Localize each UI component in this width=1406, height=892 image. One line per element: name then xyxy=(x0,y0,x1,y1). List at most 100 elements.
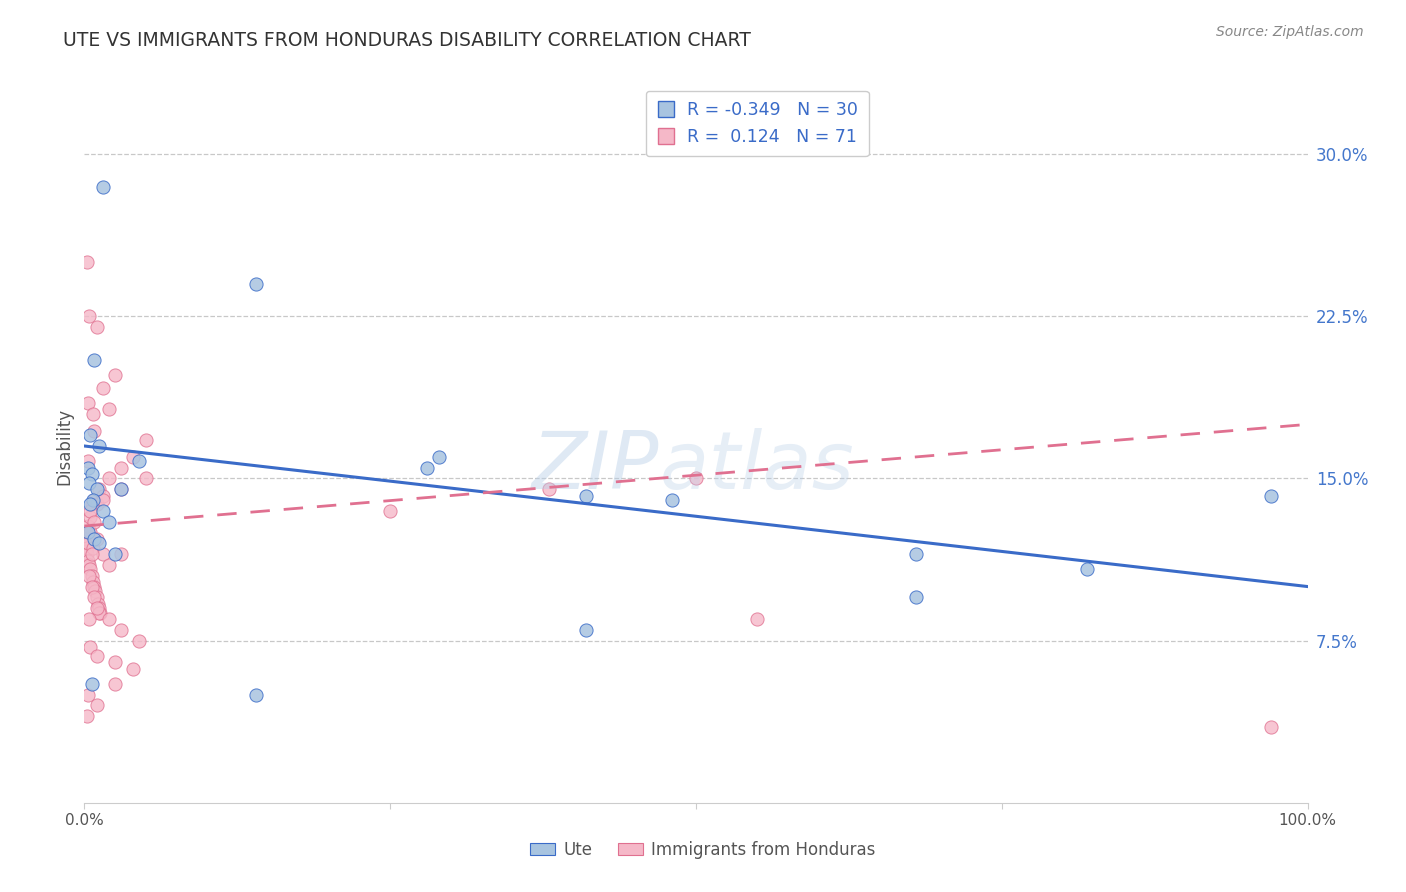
Point xyxy=(110,547,132,561)
Point xyxy=(86,698,108,713)
Point xyxy=(380,504,402,518)
Point xyxy=(79,428,101,442)
Point xyxy=(83,493,105,508)
Point xyxy=(128,454,150,468)
Point xyxy=(84,583,107,598)
Point xyxy=(110,482,132,496)
Point xyxy=(86,601,108,615)
Point xyxy=(82,541,104,555)
Point xyxy=(91,504,114,518)
Legend: Ute, Immigrants from Honduras: Ute, Immigrants from Honduras xyxy=(524,835,882,866)
Point xyxy=(575,489,598,503)
Point xyxy=(575,623,598,637)
Text: UTE VS IMMIGRANTS FROM HONDURAS DISABILITY CORRELATION CHART: UTE VS IMMIGRANTS FROM HONDURAS DISABILI… xyxy=(63,31,751,50)
Point xyxy=(97,515,120,529)
Point xyxy=(110,460,132,475)
Point xyxy=(104,547,127,561)
Point xyxy=(110,482,132,496)
Point xyxy=(79,504,101,518)
Point xyxy=(77,310,100,324)
Point xyxy=(128,633,150,648)
Point xyxy=(75,525,97,540)
Point xyxy=(83,515,105,529)
Point xyxy=(122,450,145,464)
Point xyxy=(97,471,120,485)
Point xyxy=(79,525,101,540)
Point xyxy=(83,532,105,546)
Point xyxy=(87,536,110,550)
Legend: R = -0.349   N = 30, R =  0.124   N = 71: R = -0.349 N = 30, R = 0.124 N = 71 xyxy=(645,91,869,156)
Point xyxy=(104,655,127,669)
Point xyxy=(110,623,132,637)
Point xyxy=(661,493,683,508)
Point xyxy=(76,255,98,269)
Point xyxy=(77,536,100,550)
Point xyxy=(77,519,100,533)
Point xyxy=(77,612,100,626)
Point xyxy=(87,601,110,615)
Point xyxy=(87,439,110,453)
Point xyxy=(97,402,120,417)
Point xyxy=(82,575,104,590)
Text: ZIP: ZIP xyxy=(531,428,659,507)
Point xyxy=(76,547,98,561)
Point xyxy=(86,482,108,496)
Point xyxy=(83,352,105,367)
Point xyxy=(1260,489,1282,503)
Point xyxy=(77,396,100,410)
Point xyxy=(77,460,100,475)
Point xyxy=(83,591,105,605)
Point xyxy=(79,510,101,524)
Point xyxy=(76,541,98,555)
Point xyxy=(122,662,145,676)
Point xyxy=(1076,562,1098,576)
Point xyxy=(245,277,267,291)
Point xyxy=(76,709,98,723)
Point xyxy=(91,493,114,508)
Point xyxy=(538,482,561,496)
Point xyxy=(91,179,114,194)
Point xyxy=(685,471,707,485)
Point xyxy=(87,597,110,611)
Point xyxy=(427,450,450,464)
Point xyxy=(87,606,110,620)
Point xyxy=(82,493,104,508)
Point xyxy=(135,433,157,447)
Point xyxy=(905,547,928,561)
Point xyxy=(79,562,101,576)
Point xyxy=(80,467,103,482)
Text: Source: ZipAtlas.com: Source: ZipAtlas.com xyxy=(1216,25,1364,39)
Point xyxy=(77,688,100,702)
Point xyxy=(905,591,928,605)
Point xyxy=(79,640,101,654)
Text: atlas: atlas xyxy=(659,428,853,507)
Point xyxy=(77,525,100,540)
Point xyxy=(86,497,108,511)
Point xyxy=(97,558,120,572)
Point xyxy=(135,471,157,485)
Point xyxy=(91,489,114,503)
Point xyxy=(89,606,111,620)
Point xyxy=(77,553,100,567)
Point xyxy=(77,475,100,490)
Point xyxy=(80,497,103,511)
Point xyxy=(83,580,105,594)
Point xyxy=(245,688,267,702)
Point xyxy=(86,648,108,663)
Point xyxy=(87,482,110,496)
Point xyxy=(80,547,103,561)
Point xyxy=(86,320,108,334)
Point xyxy=(83,424,105,438)
Point xyxy=(80,580,103,594)
Point xyxy=(77,558,100,572)
Y-axis label: Disability: Disability xyxy=(55,408,73,484)
Point xyxy=(86,591,108,605)
Point xyxy=(104,677,127,691)
Point xyxy=(747,612,769,626)
Point xyxy=(104,368,127,382)
Point xyxy=(416,460,439,475)
Point xyxy=(1260,720,1282,734)
Point xyxy=(91,381,114,395)
Point xyxy=(79,497,101,511)
Point xyxy=(91,547,114,561)
